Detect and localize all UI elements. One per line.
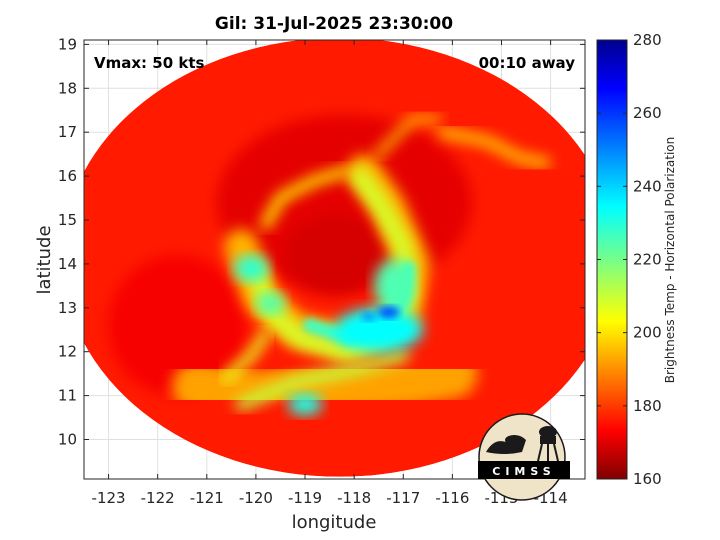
y-tick-label: 12 [58, 343, 77, 361]
colorbar-tick-label: 160 [633, 470, 662, 488]
southern-envelope [172, 348, 478, 421]
vmax-annotation: Vmax: 50 kts [94, 54, 204, 72]
colorbar-tick-label: 200 [633, 324, 662, 342]
convective-max-2 [361, 312, 377, 321]
y-tick-label: 17 [58, 123, 77, 141]
north-arm [260, 166, 350, 230]
colorbar-tick-label: 280 [633, 31, 662, 49]
microwave-swath [84, 40, 585, 477]
northeast-band [437, 127, 551, 168]
x-tick-label: -121 [190, 489, 224, 507]
y-tick-label: 14 [58, 255, 77, 273]
x-tick-label: -118 [337, 489, 371, 507]
colorbar [596, 39, 628, 480]
y-tick-label: 16 [58, 167, 77, 185]
axes-box [83, 39, 586, 480]
colorbar-tick-label: 220 [633, 251, 662, 269]
colorbar-label: Brightness Temp - Horizontal Polarizatio… [663, 137, 677, 384]
chart-title: Gil: 31-Jul-2025 23:30:00 [215, 14, 453, 34]
y-tick-label: 11 [58, 387, 77, 405]
swath-features [108, 114, 551, 421]
eye-region [285, 215, 384, 295]
yellow-east [373, 259, 414, 313]
y-tick-label: 15 [58, 211, 77, 229]
x-tick-label: -117 [386, 489, 420, 507]
x-tick-label: -123 [92, 489, 126, 507]
x-tick-labels: -123 -122 -121 -120 -119 -118 -117 -116 -115 -114 [92, 489, 568, 507]
northeast-feeder [374, 115, 442, 159]
dark-region-west [108, 255, 247, 396]
yellow-south [287, 393, 323, 416]
cimss-logo: CIMSS [478, 413, 570, 501]
x-tick-label: -119 [288, 489, 322, 507]
yellow-blob [334, 307, 423, 352]
southwest-arm [221, 329, 271, 383]
y-tick-label: 18 [58, 79, 77, 97]
y-tick-label: 19 [58, 35, 77, 53]
yellow-west [233, 255, 269, 282]
colorbar-tick-label: 180 [633, 397, 662, 415]
y-axis-label: latitude [34, 225, 55, 294]
colorbar-ticks: 160 180 200 220 240 260 280 [597, 31, 662, 488]
colorbar-tick-label: 260 [633, 104, 662, 122]
y-tick-labels: 10 11 12 13 14 15 16 17 18 19 [58, 35, 77, 448]
x-axis-label: longitude [292, 512, 377, 533]
convective-max [377, 306, 400, 319]
y-tick-label: 13 [58, 299, 77, 317]
time-away-annotation: 00:10 away [479, 54, 576, 72]
cimss-logo-text: CIMSS [492, 465, 555, 478]
x-tick-label: -116 [435, 489, 469, 507]
southwest-arc [235, 350, 410, 411]
x-tick-label: -122 [141, 489, 175, 507]
colorbar-tick-label: 240 [633, 177, 662, 195]
yellow-west-2 [255, 292, 286, 315]
x-tick-label: -120 [239, 489, 273, 507]
y-tick-label: 10 [58, 430, 77, 448]
